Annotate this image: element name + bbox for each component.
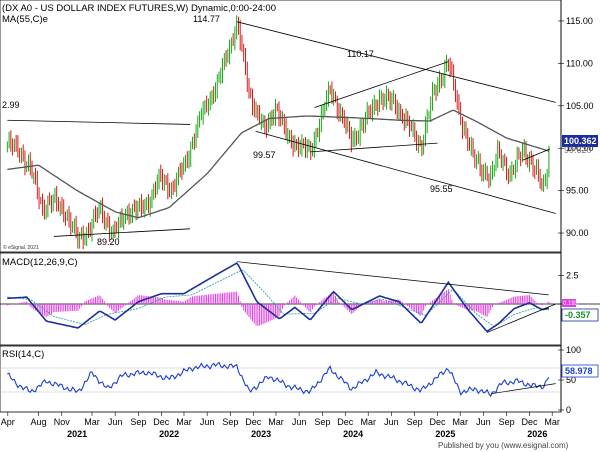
x-year-label: 2021 <box>67 429 87 439</box>
ma-55-line <box>7 109 550 219</box>
annot-high-2025: 110.17 <box>347 49 374 59</box>
x-year-label: 2023 <box>251 429 271 439</box>
macd-hist-tag <box>562 299 576 307</box>
rsi-label: RSI(14,C) <box>2 349 44 360</box>
x-month-label: Dec <box>153 417 170 427</box>
x-month-label: Mar <box>84 417 100 427</box>
x-month-label: Apr <box>1 417 15 427</box>
upper-channel-line <box>237 21 556 103</box>
x-month-label: Nov <box>54 417 71 427</box>
price-tick-label: 110.00 <box>566 58 593 68</box>
price-layer: 90.00 95.00 100.00 105.00 110.00 115.00 <box>6 15 594 250</box>
x-month-label: Sep <box>499 417 515 427</box>
x-month-label: Mar <box>544 417 560 427</box>
macd-line <box>7 262 550 333</box>
x-year-label: 2026 <box>527 429 547 439</box>
macd-value-tag <box>561 308 599 322</box>
price-tick-label: 95.00 <box>566 186 589 196</box>
rsi-value-tag <box>561 364 599 378</box>
x-month-label: Jun <box>476 417 491 427</box>
rsi-tick-label: 50 <box>566 375 576 385</box>
macd-layer: 2.5 <box>0 261 600 333</box>
macd-panel-frame <box>0 252 562 346</box>
annot-left-cut: 2.99 <box>2 100 20 110</box>
wedge-upper-line <box>314 61 449 108</box>
price-tick-label: 90.00 <box>566 228 589 238</box>
rsi-tick-label: 100 <box>566 345 581 355</box>
rsi-panel-frame <box>0 345 562 413</box>
lower-channel-line <box>255 130 556 214</box>
x-year-label: 2022 <box>159 429 179 439</box>
annot-low-2025: 95.55 <box>430 184 453 194</box>
price-tick-label: 100.00 <box>566 143 594 153</box>
rsi-line <box>7 361 550 398</box>
axis-layer: Apr Aug Nov Mar Jun Sep Dec Mar Jun Sep Dec Mar Jun S… <box>1 412 560 439</box>
recent-trend-line <box>522 148 551 161</box>
last-price-tag <box>562 135 598 147</box>
x-month-label: Sep <box>222 417 238 427</box>
x-month-label: Aug <box>31 417 47 427</box>
x-month-label: Sep <box>314 417 330 427</box>
macd-signal-line <box>7 269 549 328</box>
x-month-label: Mar <box>268 417 284 427</box>
annot-high-2022: 114.77 <box>193 14 220 24</box>
copyright-note: © eSignal, 2021 <box>3 244 39 251</box>
rsi-last-value: 58.978 <box>565 366 593 376</box>
x-year-label: 2024 <box>343 429 363 439</box>
left-resistance-line <box>7 119 191 125</box>
macd-hist-value: 0.193 <box>563 301 579 307</box>
last-price-value: 100.362 <box>564 136 597 146</box>
x-month-label: Jun <box>292 417 307 427</box>
x-month-label: Mar <box>176 417 192 427</box>
price-tick-label: 105.00 <box>566 101 594 111</box>
footer-credit: Published by you (www.esignal.com) <box>438 441 569 450</box>
x-month-label: Jun <box>384 417 399 427</box>
x-month-label: Jun <box>200 417 215 427</box>
x-month-label: Dec <box>245 417 262 427</box>
rsi-trend-line <box>490 383 556 395</box>
rsi-layer: 100 50 0 <box>0 345 581 415</box>
macd-rising-line <box>486 303 556 333</box>
x-month-label: Dec <box>521 417 538 427</box>
macd-label: MACD(12,26,9,C) <box>2 257 78 268</box>
macd-last-value: -0.357 <box>565 310 591 320</box>
x-month-label: Jun <box>108 417 123 427</box>
chart-title: (DX A0 - US DOLLAR INDEX FUTURES,W) Dyna… <box>2 3 276 14</box>
x-month-label: Dec <box>337 417 354 427</box>
macd-tick-label: 2.5 <box>566 270 579 280</box>
last-ma-value: 99.620 <box>564 145 592 155</box>
x-month-label: Dec <box>430 417 447 427</box>
x-month-label: Sep <box>407 417 423 427</box>
annot-low-2023: 99.57 <box>253 150 276 160</box>
annot-low-2021: 89.20 <box>97 237 120 247</box>
ma-label: MA(55,C)e <box>2 14 48 25</box>
macd-divergence-line <box>237 261 549 296</box>
wedge-lower-line <box>310 142 438 153</box>
rsi-tick-label: 0 <box>566 405 571 415</box>
x-month-label: Sep <box>130 417 146 427</box>
x-month-label: Mar <box>360 417 376 427</box>
price-tick-label: 115.00 <box>566 16 593 26</box>
x-year-label: 2025 <box>435 429 455 439</box>
left-support-line <box>53 228 191 237</box>
x-month-label: Mar <box>452 417 468 427</box>
